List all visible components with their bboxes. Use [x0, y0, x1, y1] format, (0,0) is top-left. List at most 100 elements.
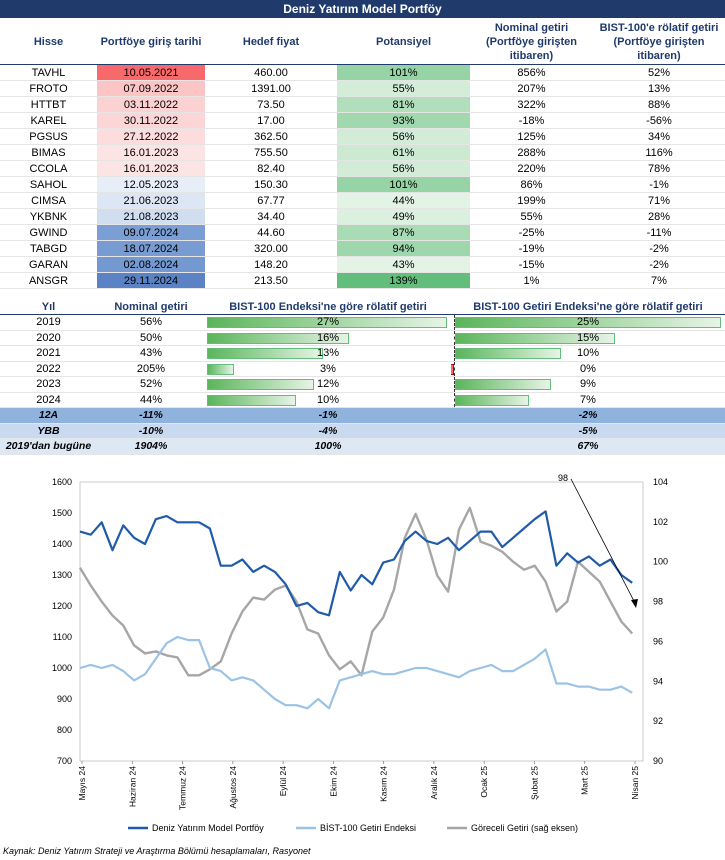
summary-label-cell: 12A [0, 407, 97, 424]
rel-return-label: 10% [576, 347, 600, 360]
summary-rel-index-cell: -4% [205, 423, 451, 439]
stock-cell: TAVHL [0, 64, 97, 81]
nominal-return-cell: 207% [470, 80, 593, 97]
relative-return-cell: -11% [593, 224, 725, 241]
rel-index-cell: 27% [205, 314, 451, 331]
x-tick-label: Ağustos 24 [228, 766, 238, 809]
table-row: 2020 50% 16% 15% [0, 330, 725, 346]
entry-date-cell: 30.11.2022 [97, 112, 205, 129]
rel-index-label: 10% [316, 393, 340, 406]
relative-return-cell: -2% [593, 256, 725, 273]
potential-cell: 81% [337, 96, 470, 113]
relative-return-cell: 88% [593, 96, 725, 113]
entry-date-cell: 21.06.2023 [97, 192, 205, 209]
y-left-tick-label: 1500 [52, 508, 72, 518]
entry-date-cell: 21.08.2023 [97, 208, 205, 225]
rel-index-bar [207, 332, 350, 344]
rel-index-label: 12% [316, 378, 340, 391]
x-tick-label: Ekim 24 [328, 766, 338, 797]
target-cell: 67.77 [205, 192, 337, 209]
stock-cell: YKBNK [0, 208, 97, 225]
relative-return-cell: -2% [593, 240, 725, 257]
year-cell: 2022 [0, 361, 97, 377]
table-row: 2024 44% 10% 7% [0, 392, 725, 408]
zero-axis-line [454, 377, 455, 392]
rel-return-bar [455, 332, 615, 344]
table-row: FROTO 07.09.2022 1391.00 55% 207% 13% [0, 80, 725, 97]
zero-axis-line [454, 346, 455, 361]
y-left-tick-label: 900 [57, 694, 72, 704]
rel-return-bar [455, 348, 562, 359]
x-tick-label: Mart 25 [580, 766, 590, 795]
y-right-tick-label: 96 [653, 636, 663, 646]
rel-return-cell: 15% [451, 330, 725, 346]
rel-return-cell: 0% [451, 361, 725, 377]
header-target-price: Hedef fiyat [205, 19, 337, 65]
nominal-return-cell: -19% [470, 240, 593, 257]
rel-return-label: 0% [580, 362, 596, 375]
y-left-tick-label: 1100 [53, 632, 72, 642]
annual-header-row: Yıl Nominal getiri BIST-100 Endeksi'ne g… [0, 300, 725, 315]
bist-return-line [79, 635, 633, 710]
holdings-header-row: Hisse Portföye giriş tarihi Hedef fiyat … [0, 19, 725, 65]
table-row: 2021 43% 13% 10% [0, 345, 725, 362]
stock-cell: HTTBT [0, 96, 97, 113]
target-cell: 1391.00 [205, 80, 337, 97]
header-entry-date: Portföye giriş tarihi [97, 19, 205, 65]
table-row: GARAN 02.08.2024 148.20 43% -15% -2% [0, 256, 725, 273]
potential-cell: 49% [337, 208, 470, 225]
entry-date-cell: 29.11.2024 [97, 272, 205, 289]
plot-frame [79, 481, 644, 762]
relative-return-cell: -1% [593, 176, 725, 193]
stock-cell: PGSUS [0, 128, 97, 145]
rel-return-bar [455, 394, 530, 406]
rel-index-bar [207, 379, 314, 390]
stock-cell: ANSGR [0, 272, 97, 289]
header-nominal-return: Nominal getiri (Portföye girişten itibar… [470, 19, 593, 65]
year-cell: 2020 [0, 330, 97, 346]
target-cell: 44.60 [205, 224, 337, 241]
potential-cell: 61% [337, 144, 470, 161]
y-left-tick-label: 1000 [52, 663, 72, 673]
entry-date-cell: 03.11.2022 [97, 96, 205, 113]
table-row: 2022 205% 3% 0% [0, 361, 725, 377]
stock-cell: SAHOL [0, 176, 97, 193]
entry-date-cell: 10.05.2021 [97, 64, 205, 81]
rel-index-label: 13% [316, 347, 340, 360]
rel-return-cell: 9% [451, 376, 725, 393]
nominal-return-cell: -18% [470, 112, 593, 129]
nominal-return-cell: -15% [470, 256, 593, 273]
table-row: TABGD 18.07.2024 320.00 94% -19% -2% [0, 240, 725, 257]
summary-rel-return-cell: 67% [451, 438, 725, 455]
summary-label-cell: 2019'dan bugüne [0, 438, 97, 455]
summary-rel-return-cell: -2% [451, 407, 725, 424]
rel-return-cell: 10% [451, 345, 725, 362]
potential-cell: 56% [337, 128, 470, 145]
annotation-label: 98 [558, 473, 568, 483]
stock-cell: KAREL [0, 112, 97, 129]
potential-cell: 44% [337, 192, 470, 209]
rel-index-bar [207, 317, 447, 328]
rel-index-label: 16% [316, 331, 340, 344]
table-row: CIMSA 21.06.2023 67.77 44% 199% 71% [0, 192, 725, 209]
y-right-tick-label: 98 [653, 597, 663, 607]
y-right-tick-label: 100 [653, 557, 668, 567]
annual-nominal-cell: 43% [97, 345, 205, 362]
rel-index-cell: 3% [205, 361, 451, 377]
year-cell: 2021 [0, 345, 97, 362]
x-tick-label: Ocak 25 [479, 766, 489, 798]
nominal-return-cell: 220% [470, 160, 593, 177]
zero-axis-line [454, 361, 455, 376]
legend-label: Göreceli Getiri (sağ eksen) [471, 823, 578, 833]
summary-rel-index-cell: -1% [205, 407, 451, 424]
relative-return-cell: 28% [593, 208, 725, 225]
x-tick-label: Haziran 24 [127, 766, 137, 807]
header-stock: Hisse [0, 19, 97, 65]
rel-return-bar [451, 363, 454, 375]
rel-return-cell: 25% [451, 314, 725, 331]
table-row: BIMAS 16.01.2023 755.50 61% 288% 116% [0, 144, 725, 161]
summary-rel-return-cell: -5% [451, 423, 725, 439]
rel-index-bar [207, 363, 234, 375]
header-year: Yıl [0, 300, 97, 315]
annual-returns-table: Yıl Nominal getiri BIST-100 Endeksi'ne g… [0, 300, 725, 455]
